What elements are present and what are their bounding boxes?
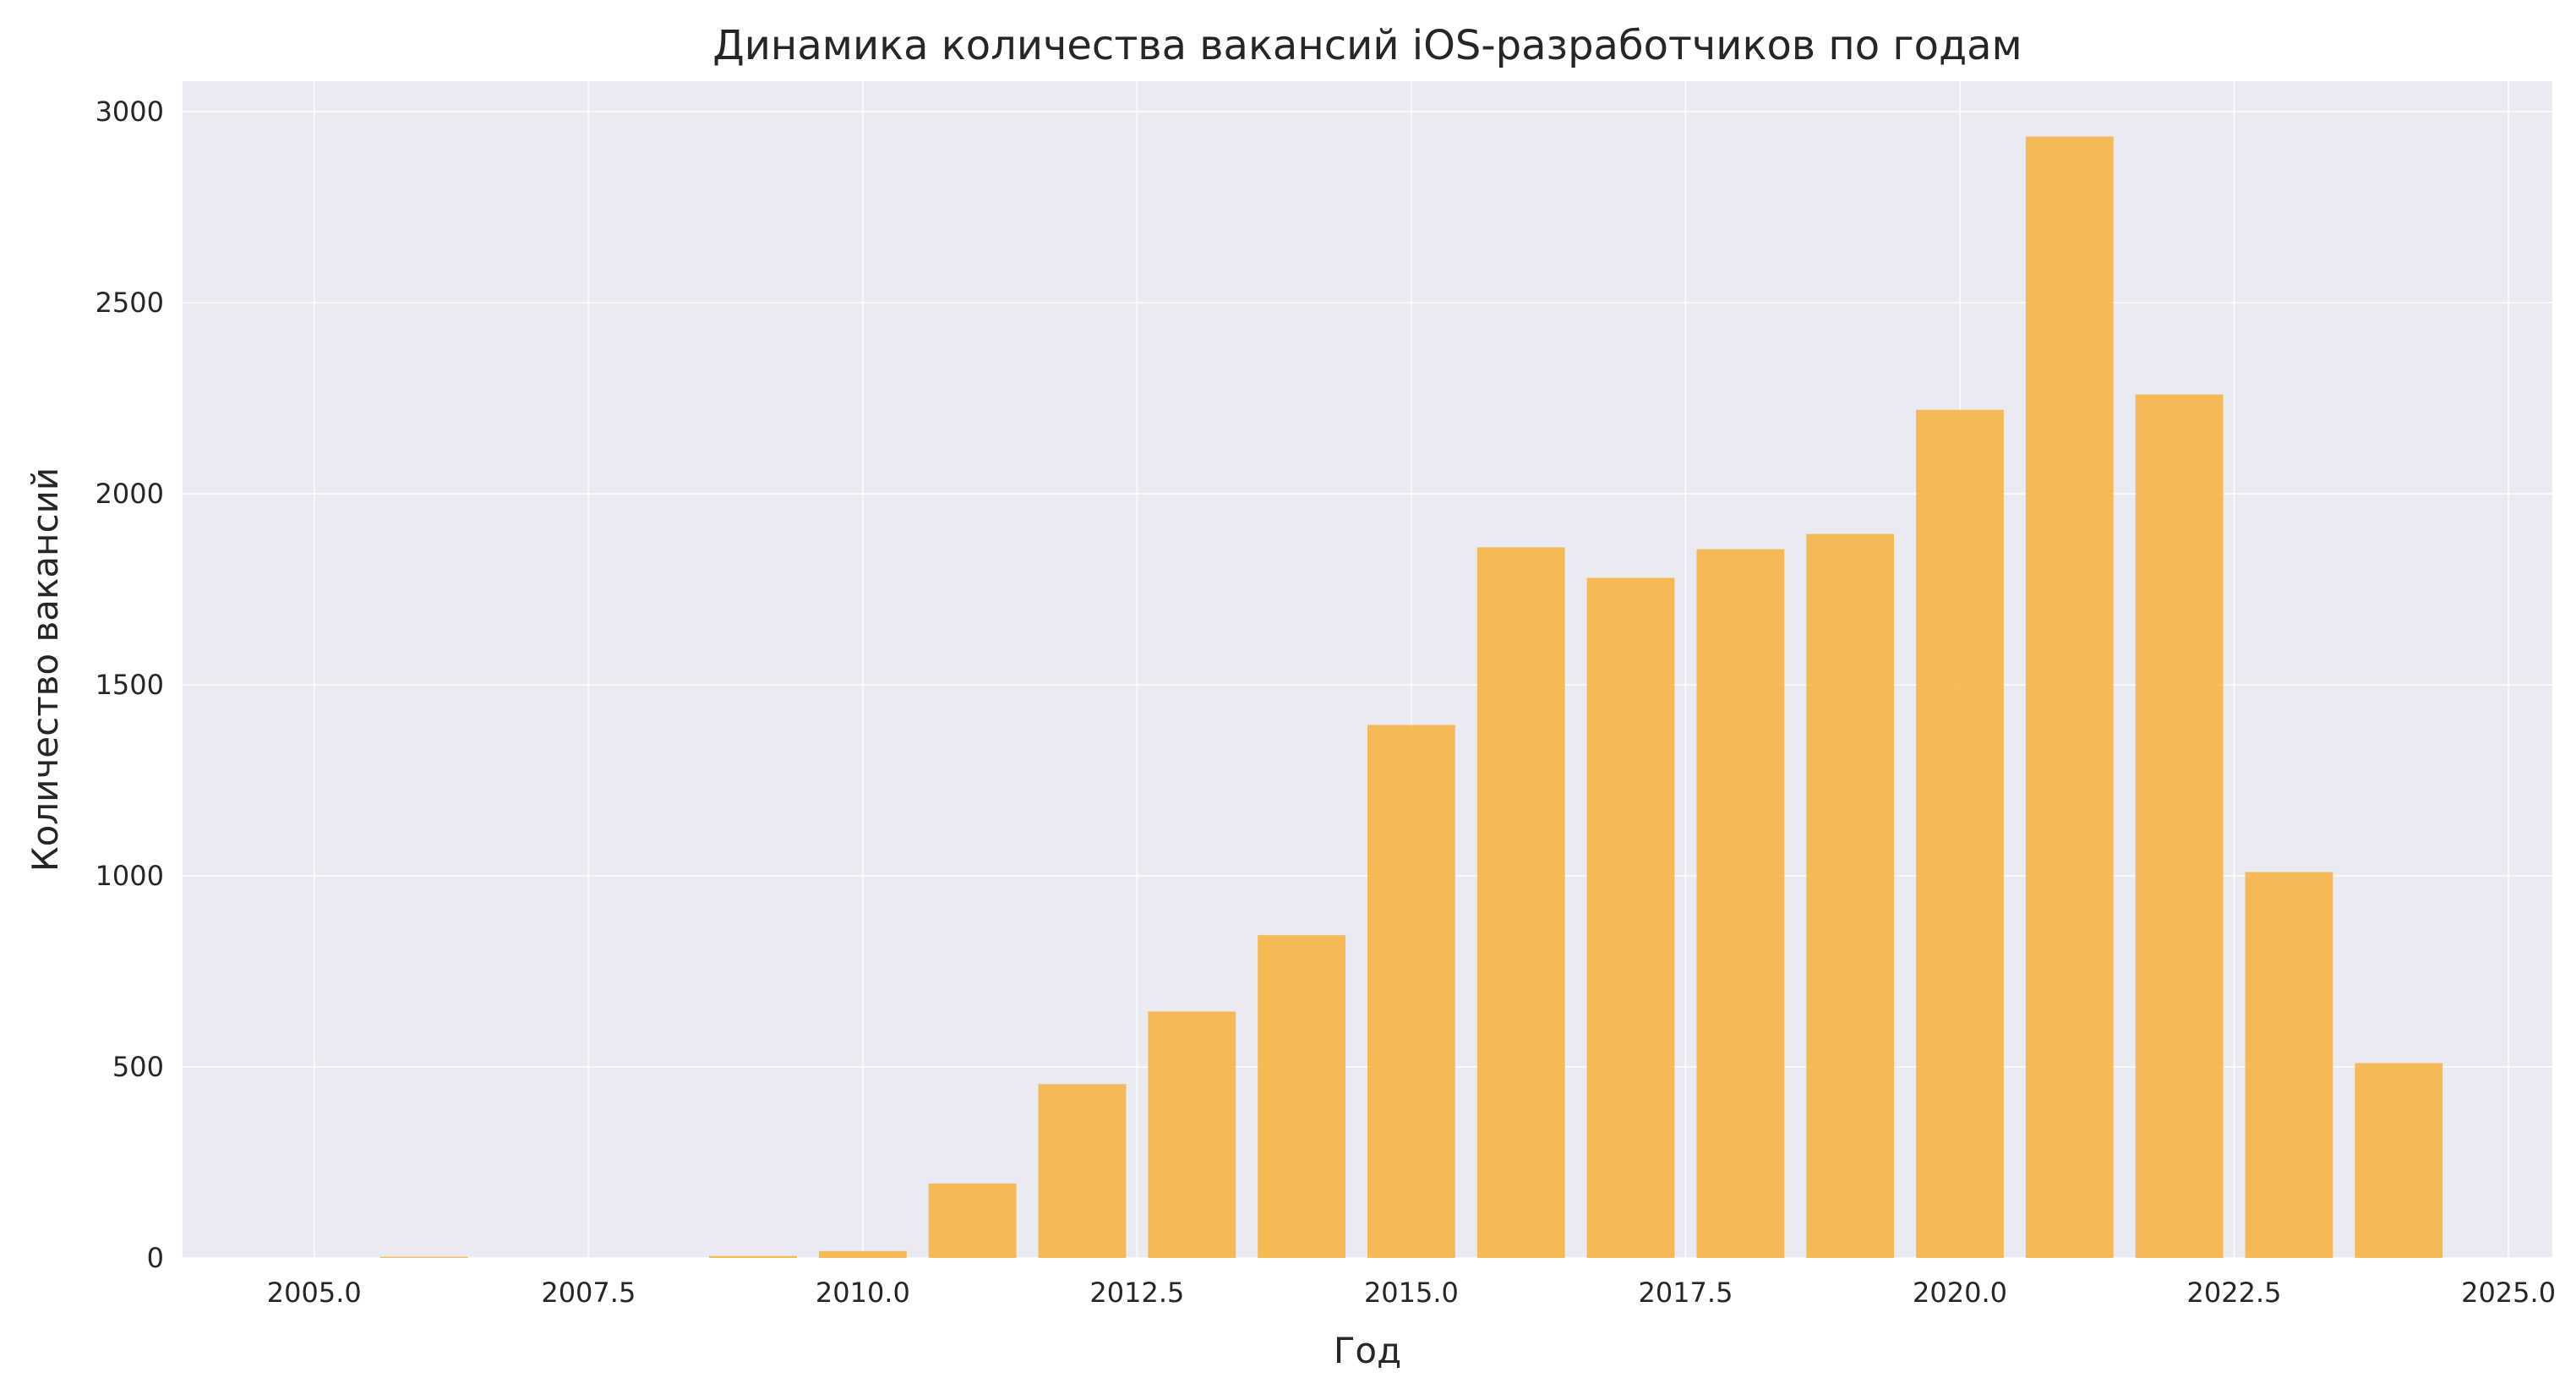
bar — [1038, 1084, 1127, 1258]
y-tick-label: 2500 — [96, 287, 164, 319]
bar — [2355, 1063, 2443, 1258]
bar — [1916, 409, 2004, 1259]
bar — [1586, 577, 1675, 1258]
x-tick-label: 2025.0 — [2461, 1277, 2556, 1309]
bar — [379, 1256, 468, 1258]
y-tick-label: 1000 — [96, 860, 164, 892]
bar — [1148, 1011, 1236, 1258]
y-tick-labels: 0 500 1000 1500 2000 2500 3000 — [96, 96, 164, 1274]
bar — [1476, 547, 1565, 1258]
x-tick-label: 2010.0 — [816, 1277, 910, 1309]
x-tick-label: 2007.5 — [541, 1277, 636, 1309]
x-tick-label: 2012.5 — [1089, 1277, 1184, 1309]
y-tick-label: 3000 — [96, 96, 164, 128]
bar — [818, 1250, 907, 1258]
bar — [1696, 549, 1785, 1258]
x-tick-label: 2015.0 — [1364, 1277, 1459, 1309]
bar — [1367, 725, 1455, 1258]
y-axis-label: Количество вакансий — [25, 468, 66, 872]
x-tick-label: 2017.5 — [1638, 1277, 1733, 1309]
x-tick-labels: 2005.0 2007.5 2010.0 2012.5 2015.0 2017.5 2020… — [267, 1277, 2556, 1309]
y-tick-label: 2000 — [96, 478, 164, 510]
bar — [1258, 935, 1346, 1258]
x-tick-label: 2005.0 — [267, 1277, 362, 1309]
y-tick-label: 1500 — [96, 669, 164, 701]
x-tick-label: 2022.5 — [2187, 1277, 2282, 1309]
bar — [2245, 872, 2333, 1258]
bar — [2135, 394, 2224, 1258]
y-tick-label: 500 — [112, 1051, 164, 1083]
x-axis-label: Год — [1334, 1330, 1401, 1371]
x-tick-label: 2020.0 — [1913, 1277, 2007, 1309]
bar — [928, 1183, 1017, 1258]
bars — [379, 136, 2443, 1259]
bar — [2025, 136, 2114, 1258]
bar — [1806, 533, 1895, 1258]
chart-title: Динамика количества вакансий iOS-разрабо… — [712, 22, 2022, 69]
y-tick-label: 0 — [147, 1242, 164, 1274]
bar — [709, 1255, 797, 1258]
